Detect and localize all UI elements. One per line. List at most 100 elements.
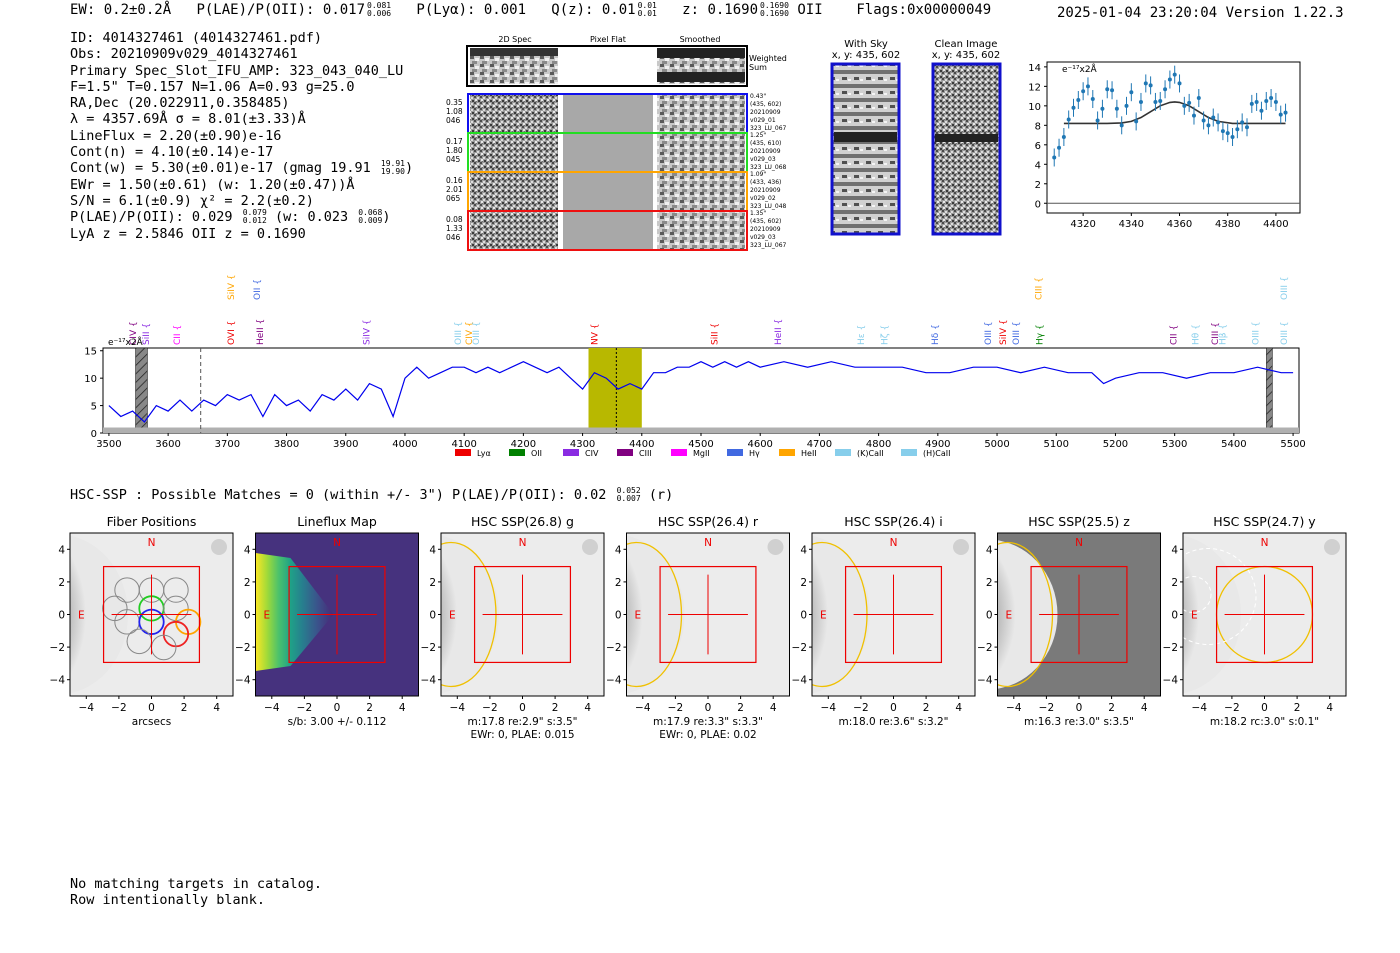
zoom-data-point: [1196, 96, 1201, 101]
hsc-ytick-label: 0: [1171, 610, 1178, 622]
search-box: [659, 565, 757, 664]
host-galaxy: [997, 540, 1058, 689]
hsc-ytick-label: −2: [792, 642, 807, 654]
hsc-caption-2: EWr: 0, PLAE: 0.015: [470, 729, 574, 741]
legend-swatch: [671, 449, 687, 456]
hsc-ytick-label: 2: [1171, 577, 1178, 589]
zoom-xtick-label: 4360: [1167, 219, 1192, 230]
cutout-left-label: 046: [446, 233, 461, 242]
hsc-panel: HSC SSP(26.4) i N E 4 2 0 −2 −4 −4 −2 0 2 4 m:18.0 re…: [792, 514, 976, 728]
weighted-sum-row: Weighted Sum: [466, 45, 787, 87]
cutout-right-label: 20210909: [750, 187, 781, 194]
zoom-data-point: [1095, 118, 1100, 123]
emission-line-label: Hζ {: [881, 325, 891, 345]
hsc-xtick-label: 4: [955, 702, 962, 714]
cutout-2d-spec: [470, 173, 558, 210]
legend-label: (H)CaII: [923, 449, 950, 458]
search-box: [1030, 565, 1128, 664]
hsc-ytick-label: −4: [1163, 675, 1179, 687]
host-galaxy: [812, 535, 870, 694]
hsc-xtick-label: 4: [1326, 702, 1333, 714]
cutout-smoothed: [657, 212, 745, 249]
emission-line-label: HeII {: [256, 319, 266, 345]
hsc-band: (r): [648, 487, 674, 503]
hsc-ytick-label: 2: [244, 577, 251, 589]
header-line: EW: 0.2±0.2Å P(LAE)/P(OII): 0.017 0.081 0.…: [70, 1, 991, 19]
hsc-xtick-label: 0: [334, 702, 341, 714]
emission-line-label: OIII {: [1280, 321, 1290, 345]
footer-line-1: No matching targets in catalog.: [70, 876, 322, 892]
hsc-ytick-label: −2: [1163, 642, 1178, 654]
info-params: F=1.5" T=0.157 N=1.06 A=0.93 g=25.0: [70, 78, 355, 95]
hsc-ytick-label: −4: [606, 675, 622, 687]
hsc-ytick-label: −4: [50, 675, 66, 687]
search-box: [102, 565, 201, 664]
emission-line-label: Hδ {: [931, 324, 941, 345]
spectrum-xtick-label: 5000: [984, 439, 1009, 450]
hsc-ytick-label: 0: [429, 610, 436, 622]
east-label: E: [449, 610, 456, 622]
cutout-left-label: 045: [446, 155, 461, 164]
hsc-xtick-label: −4: [635, 702, 651, 714]
hsc-xtick-label: 0: [519, 702, 526, 714]
hsc-ytick-label: 0: [244, 610, 251, 622]
host-galaxy: [70, 535, 128, 694]
hsc-panel: HSC SSP(25.5) z N E 4 2 0 −2 −4 −4 −2 0 2 4 m:16.3 re…: [977, 514, 1161, 728]
ew-value: EW: 0.2±0.2Å: [70, 2, 172, 18]
hsc-caption: m:17.8 re:2.9" s:3.5": [468, 716, 578, 728]
hsc-xtick-label: 4: [584, 702, 591, 714]
z-sup: 0.1690: [760, 1, 789, 10]
emission-line-label: CIV {: [129, 321, 139, 345]
zoom-data-point: [1240, 120, 1245, 125]
cutout-left-label: 2.01: [446, 185, 463, 194]
hsc-ytick-label: −2: [50, 642, 65, 654]
plae2-sup: 0.079: [242, 208, 267, 218]
hsc-xtick-label: 0: [148, 702, 155, 714]
zoom-data-point: [1172, 72, 1177, 77]
spectrum-xtick-label: 4400: [629, 439, 654, 450]
contw-sub: 19.90: [380, 167, 405, 177]
hsc-caption: m:17.9 re:3.3" s:3.3": [653, 716, 763, 728]
hsc-xtick-label: 4: [213, 702, 220, 714]
hsc-xtick-label: −2: [668, 702, 683, 714]
info-ewr: EWr = 1.50(±0.61) (w: 1.20(±0.47))Å: [70, 176, 355, 193]
spectrum-xtick-label: 4900: [925, 439, 950, 450]
emission-line-label: SiIV {: [999, 319, 1009, 345]
spectrum-xtick-label: 3700: [215, 439, 240, 450]
line-legend: Lyα OII CIV CIII MgII Hγ HeII (K)CaII (H)CaII: [455, 449, 950, 458]
faint-source: [211, 539, 227, 555]
hsc-xtick-label: −2: [853, 702, 868, 714]
legend-label: CIV: [585, 449, 599, 458]
hsc-xtick-label: −2: [482, 702, 497, 714]
info-plae: P(LAE)/P(OII): 0.029 0.079 0.012 (w: 0.02…: [70, 208, 413, 226]
zoom-data-point: [1061, 135, 1066, 140]
east-label: E: [264, 610, 271, 622]
footer: No matching targets in catalog. Row inte…: [70, 876, 322, 908]
spectrum-xtick-label: 4500: [688, 439, 713, 450]
info-sn: S/N = 6.1(±0.9) χ² = 2.2(±0.2): [70, 192, 314, 209]
info-block: ID: 4014327461 (4014327461.pdf) Obs: 202…: [70, 30, 413, 242]
emission-line-label: OIII {: [984, 321, 994, 345]
east-label: E: [1006, 610, 1013, 622]
spectrum-xtick-label: 4200: [511, 439, 536, 450]
hsc-caption: s/b: 3.00 +/- 0.112: [288, 716, 387, 728]
cutout-right-label: 323_LU_067: [750, 125, 787, 132]
hsc-panel-title: Lineflux Map: [297, 514, 377, 529]
plya-value: P(Lyα): 0.001: [416, 2, 526, 18]
info-lambda-sigma: λ = 4357.69Å σ = 8.01(±3.33)Å: [70, 111, 306, 128]
hsc-panel: Lineflux Map N E 4 2 0 −2 −4 −4 −2 0 2 4 s/b: 3.00 +/…: [235, 514, 419, 728]
hsc-xtick-label: 2: [923, 702, 930, 714]
emission-line-labels: CIV {SiII {CII {OVI {SiIV {OII {HeII {Si…: [129, 274, 1290, 345]
z-line: OII: [797, 2, 823, 18]
zoom-data-point: [1206, 123, 1211, 128]
legend-swatch: [727, 449, 743, 456]
legend-swatch: [455, 449, 471, 456]
cutout-right-label: v029_03: [750, 156, 776, 163]
hsc-caption: m:18.0 re:3.6" s:3.2": [839, 716, 949, 728]
zoom-ytick-label: 8: [1035, 121, 1041, 132]
with-sky-coords: x, y: 435, 602: [832, 50, 901, 61]
spectrum-xtick-label: 4800: [866, 439, 891, 450]
footer-line-2: Row intentionally blank.: [70, 892, 266, 908]
zoom-data-point: [1158, 98, 1163, 103]
